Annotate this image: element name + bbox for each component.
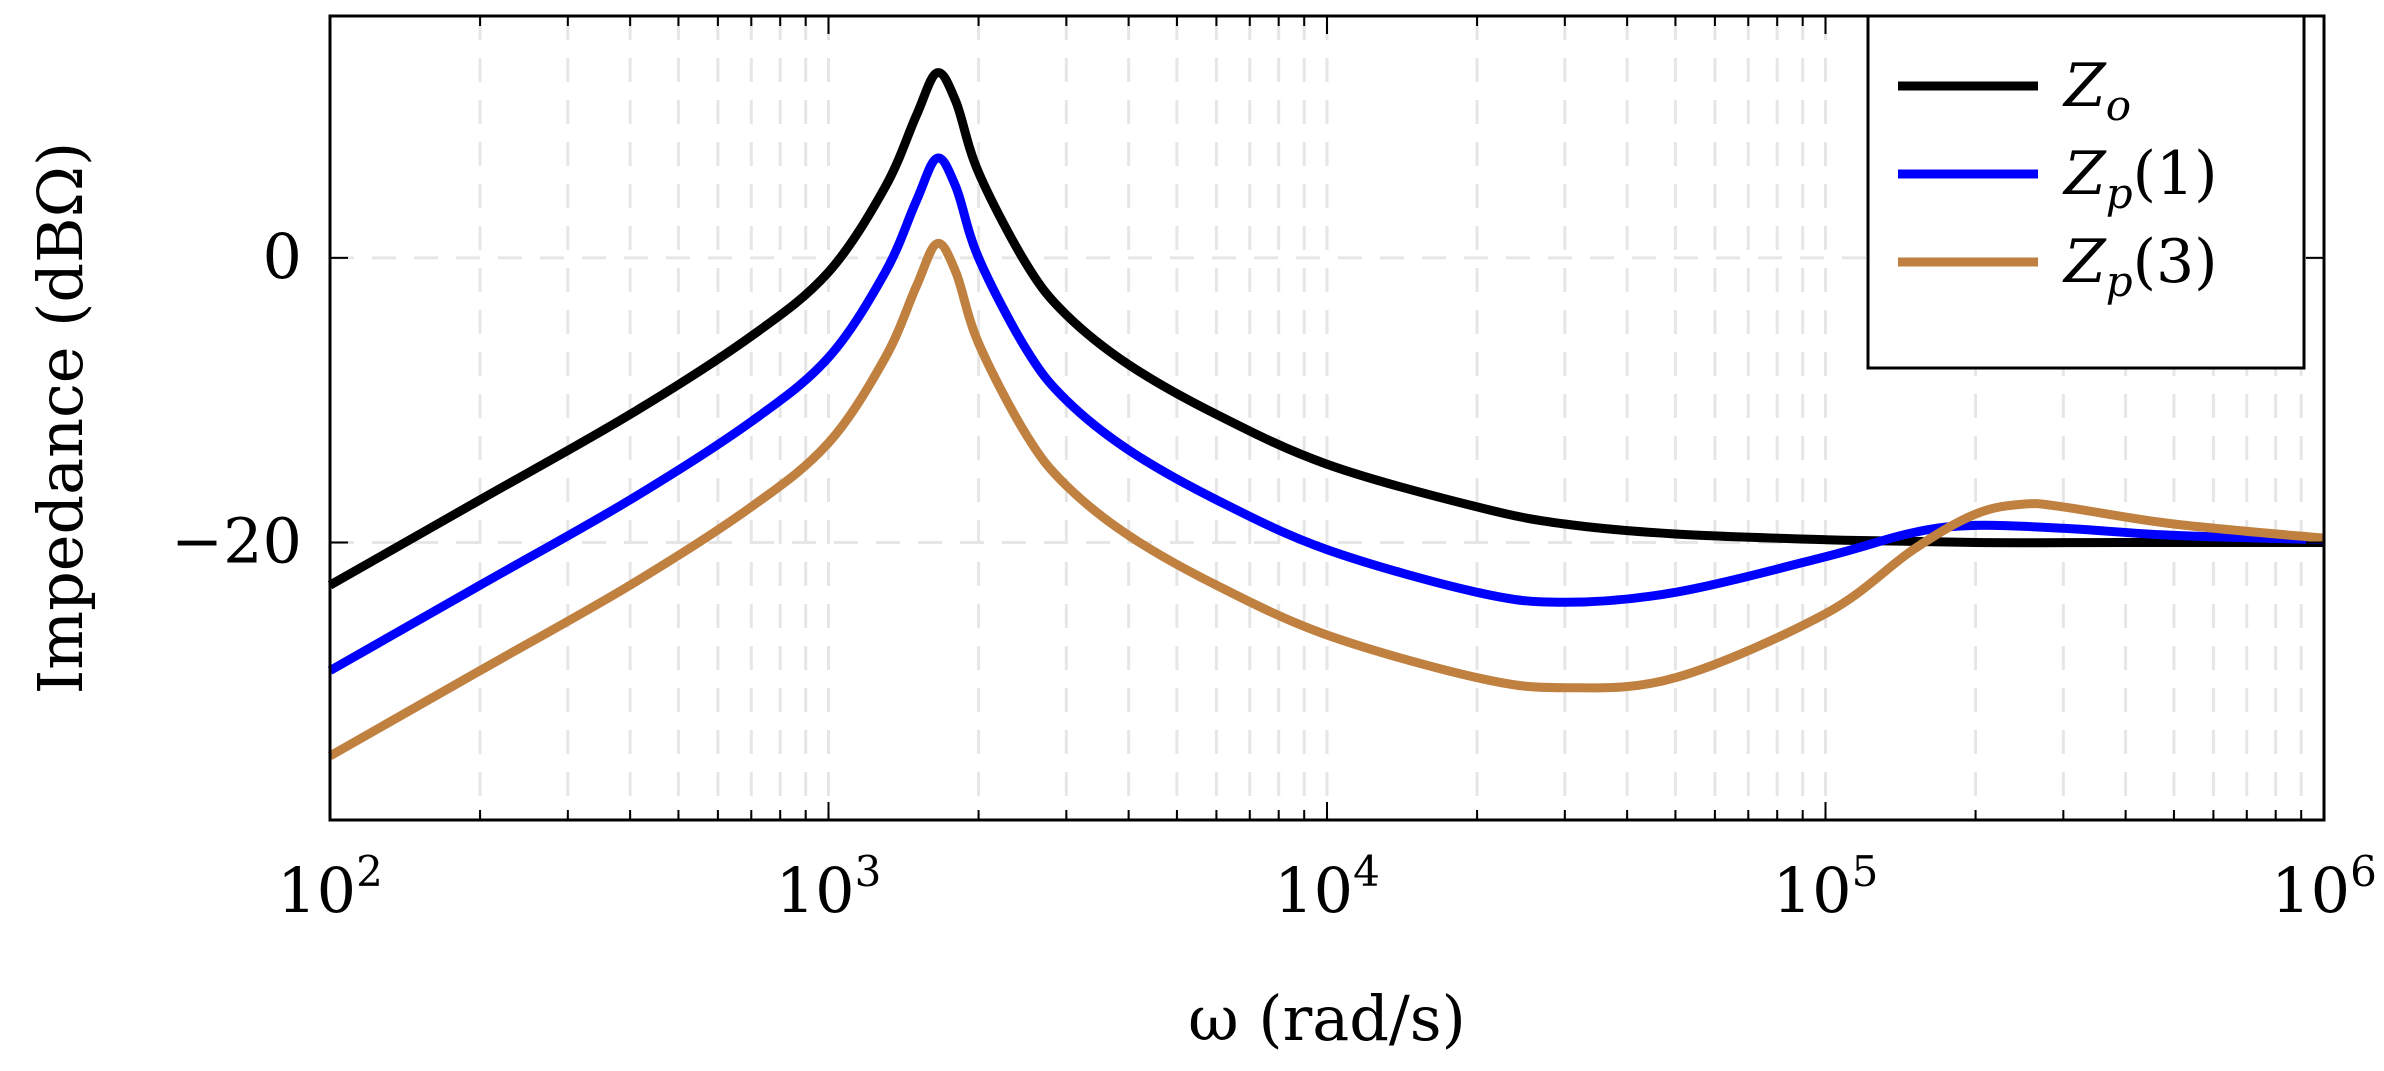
series-line-zo bbox=[327, 68, 2324, 590]
series-line-zp1 bbox=[327, 153, 2325, 675]
legend: Zo Zp(1) Zp(3) bbox=[1866, 14, 2306, 370]
legend-box bbox=[1866, 14, 2306, 370]
series-layer bbox=[327, 68, 2325, 760]
x-tick-label: 103 bbox=[776, 847, 882, 927]
x-tick-label: 106 bbox=[2271, 847, 2377, 927]
x-tick-labels: 102 103 104 105 106 bbox=[277, 847, 2377, 927]
y-tick-label: −20 bbox=[171, 505, 302, 578]
y-axis-title: Impedance (dBΩ) bbox=[24, 142, 97, 694]
series-line-zp3 bbox=[327, 239, 2325, 760]
x-tick-label: 104 bbox=[1274, 847, 1380, 927]
legend-label: Zp(3) bbox=[2062, 227, 2218, 306]
legend-label: Zp(1) bbox=[2062, 139, 2218, 218]
legend-label: Zo bbox=[2062, 51, 2131, 130]
x-axis-title: ω (rad/s) bbox=[1188, 982, 1466, 1055]
y-tick-label: 0 bbox=[263, 220, 302, 293]
x-tick-label: 105 bbox=[1773, 847, 1879, 927]
y-tick-labels: 0 −20 bbox=[171, 220, 302, 578]
x-tick-label: 102 bbox=[277, 847, 383, 927]
